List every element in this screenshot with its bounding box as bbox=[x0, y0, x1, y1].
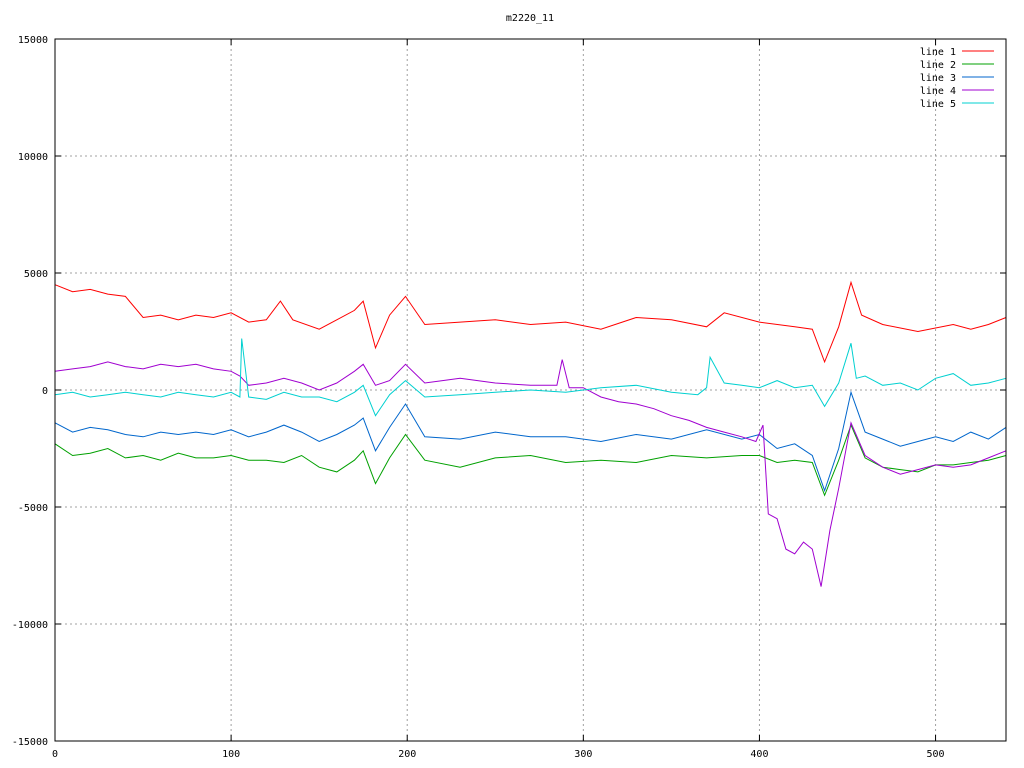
y-tick-label: 10000 bbox=[18, 152, 48, 163]
x-tick-label: 400 bbox=[750, 749, 768, 760]
series-line-2 bbox=[54, 423, 1007, 497]
x-tick-label: 0 bbox=[52, 749, 58, 760]
legend: line 1 line 2 line 3 line 4 line 5 bbox=[920, 47, 994, 110]
x-tick-label: 300 bbox=[574, 749, 592, 760]
chart-title: m2220_11 bbox=[506, 13, 554, 24]
plot-frame bbox=[54, 38, 1007, 742]
y-tick-label: -5000 bbox=[18, 503, 48, 514]
series-lines bbox=[54, 280, 1007, 587]
series-line-4 bbox=[54, 359, 1007, 587]
y-tick-label: -15000 bbox=[12, 737, 48, 748]
series-line-3 bbox=[54, 390, 1007, 493]
legend-label-1: line 1 bbox=[920, 47, 956, 58]
y-tick-label: 0 bbox=[42, 386, 48, 397]
y-tick-label: -10000 bbox=[12, 620, 48, 631]
y-tick-label: 5000 bbox=[24, 269, 48, 280]
series-line-1 bbox=[54, 280, 1007, 364]
x-tick-label: 200 bbox=[398, 749, 416, 760]
x-tick-label: 100 bbox=[222, 749, 240, 760]
legend-label-4: line 4 bbox=[920, 86, 956, 97]
x-axis: 0 100 200 300 400 500 bbox=[52, 39, 945, 760]
y-tick-label: 15000 bbox=[18, 35, 48, 46]
series-line-5 bbox=[54, 338, 1007, 417]
legend-label-5: line 5 bbox=[920, 99, 956, 110]
x-tick-label: 500 bbox=[927, 749, 945, 760]
legend-label-3: line 3 bbox=[920, 73, 956, 84]
legend-label-2: line 2 bbox=[920, 60, 956, 71]
